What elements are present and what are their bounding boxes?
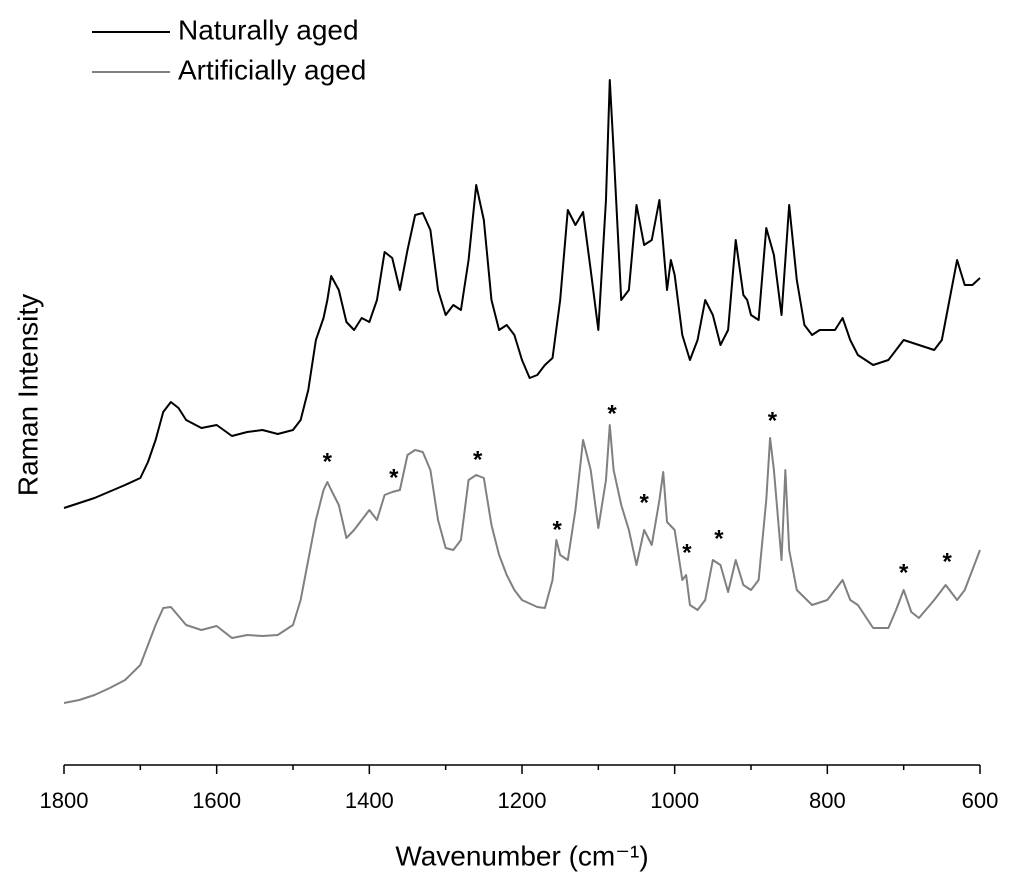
- annotation: *: [943, 548, 953, 575]
- legend-label: Naturally aged: [178, 14, 359, 45]
- x-tick-label: 800: [809, 788, 846, 813]
- x-tick-label: 1800: [40, 788, 89, 813]
- x-tick-label: 1200: [498, 788, 547, 813]
- annotation: *: [768, 407, 778, 434]
- annotation: *: [899, 559, 909, 586]
- x-tick-label: 1600: [192, 788, 241, 813]
- x-axis-label: Wavenumber (cm⁻¹): [395, 840, 648, 871]
- annotation: *: [682, 539, 692, 566]
- annotation: *: [552, 516, 562, 543]
- x-tick-label: 600: [962, 788, 999, 813]
- annotation: *: [639, 489, 649, 516]
- x-tick-label: 1400: [345, 788, 394, 813]
- y-axis-label: Raman Intensity: [12, 294, 43, 496]
- annotation: *: [607, 400, 617, 427]
- annotation: *: [473, 446, 483, 473]
- annotation: *: [323, 448, 333, 475]
- series-line: [63, 424, 981, 704]
- series-line: [63, 79, 981, 509]
- legend-label: Artificially aged: [178, 54, 366, 85]
- annotation: *: [714, 525, 724, 552]
- x-tick-label: 1000: [650, 788, 699, 813]
- annotation: *: [389, 464, 399, 491]
